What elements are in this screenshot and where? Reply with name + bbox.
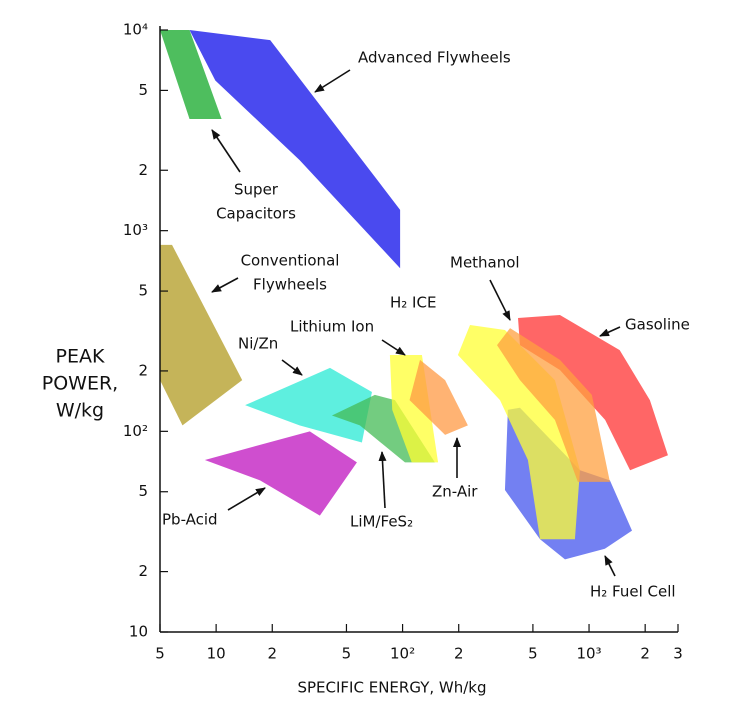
x-tick-label: 5 xyxy=(155,645,165,663)
region-label: Methanol xyxy=(450,254,520,272)
arrow xyxy=(378,451,387,509)
x-tick-label: 3 xyxy=(673,645,683,663)
annotation: H₂ ICE xyxy=(390,294,436,312)
arrow xyxy=(489,279,511,321)
region xyxy=(204,431,357,516)
region-label: Super xyxy=(234,181,279,199)
y-tick-label: 10³ xyxy=(123,221,148,239)
x-tick-label: 10 xyxy=(207,645,226,663)
region-label: Capacitors xyxy=(216,205,296,223)
region-label: Conventional xyxy=(241,252,340,270)
y-tick-label: 10⁴ xyxy=(123,21,148,39)
region-label: Zn-Air xyxy=(432,483,478,501)
arrow xyxy=(211,129,241,173)
y-axis-title: POWER, xyxy=(42,373,118,395)
region-label: Flywheels xyxy=(253,276,327,294)
x-tick-label: 5 xyxy=(342,645,352,663)
arrow xyxy=(314,69,351,93)
region-label: Advanced Flywheels xyxy=(358,49,511,67)
region-label: Ni/Zn xyxy=(238,335,278,353)
region xyxy=(245,367,372,443)
x-tick-label: 5 xyxy=(528,645,538,663)
x-tick-label: 10² xyxy=(390,645,415,663)
y-tick-label: 10² xyxy=(123,422,148,440)
region xyxy=(409,359,468,435)
arrow xyxy=(604,555,616,577)
y-tick-label: 2 xyxy=(138,562,148,580)
y-tick-label: 5 xyxy=(138,81,148,99)
arrow xyxy=(381,339,406,356)
x-tick-label: 10³ xyxy=(576,645,601,663)
y-tick-label: 5 xyxy=(138,482,148,500)
region-label: H₂ Fuel Cell xyxy=(590,583,676,601)
x-axis-title: SPECIFIC ENERGY, Wh/kg xyxy=(297,679,486,697)
x-tick-label: 2 xyxy=(454,645,464,663)
y-axis-title: W/kg xyxy=(56,400,104,422)
arrow xyxy=(227,487,266,511)
region-label: Lithium Ion xyxy=(290,318,374,336)
arrow xyxy=(211,277,239,293)
region xyxy=(389,355,439,463)
y-tick-label: 2 xyxy=(138,361,148,379)
arrow xyxy=(599,326,621,337)
y-axis-title: PEAK xyxy=(56,346,105,368)
x-tick-label: 2 xyxy=(267,645,277,663)
x-tick-label: 2 xyxy=(640,645,650,663)
region xyxy=(160,244,243,426)
region xyxy=(497,328,610,482)
y-tick-label: 5 xyxy=(138,282,148,300)
region xyxy=(189,30,401,269)
arrow xyxy=(281,359,303,376)
region xyxy=(518,314,668,471)
y-tick-label: 10 xyxy=(129,623,148,641)
region-label: LiM/FeS₂ xyxy=(350,513,413,531)
region-label: Pb-Acid xyxy=(162,511,218,529)
region-label: Gasoline xyxy=(625,316,690,334)
y-tick-label: 2 xyxy=(138,161,148,179)
region xyxy=(160,30,222,120)
